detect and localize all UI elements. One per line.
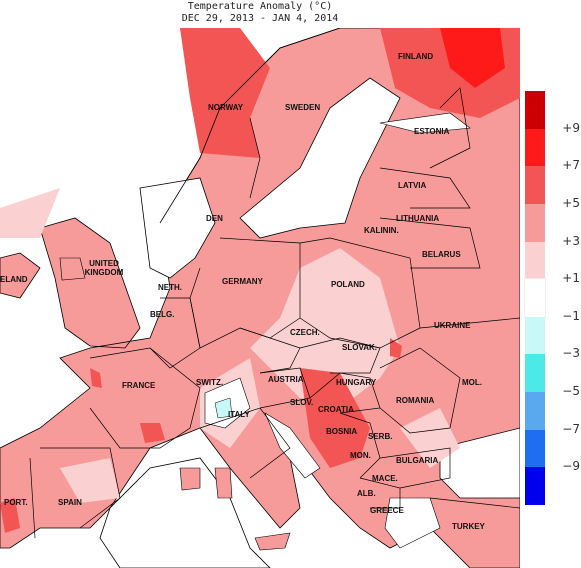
country-label-uk: UNITED KINGDOM: [84, 259, 124, 277]
country-label-germany: GERMANY: [222, 277, 263, 286]
country-label-romania: ROMANIA: [396, 396, 435, 405]
legend-swatch: [525, 316, 545, 355]
aegean-sea: [384, 497, 441, 549]
legend-label: −9: [562, 459, 580, 474]
country-label-mon: MON.: [350, 451, 371, 460]
islands: [59, 257, 291, 551]
country-label-serb: SERB.: [368, 432, 393, 441]
mediterranean: [99, 457, 271, 568]
country-label-belarus: BELARUS: [422, 250, 461, 259]
country-label-den: DEN: [206, 214, 223, 223]
legend-swatch: [525, 166, 545, 205]
country-label-lithuania: LITHUANIA: [396, 214, 440, 223]
anomaly-zone-strong: [390, 338, 402, 358]
land-mass: [0, 28, 520, 568]
country-label-france: FRANCE: [122, 381, 156, 390]
anomaly-zone-neutral: [214, 397, 233, 419]
country-label-ukraine: UKRAINE: [434, 321, 471, 330]
legend-label: +9: [562, 120, 580, 135]
country-label-norway: NORWAY: [208, 103, 244, 112]
country-label-slovak: SLOVAK.: [342, 343, 377, 352]
country-label-austria: AUSTRIA: [268, 375, 304, 384]
map-date-range: DEC 29, 2013 - JAN 4, 2014: [181, 13, 339, 24]
country-label-hungary: HUNGARY: [336, 378, 377, 387]
country-label-neth: NETH.: [158, 283, 182, 292]
country-label-italy: ITALY: [228, 410, 250, 419]
anomaly-map: FINLAND NORWAY SWEDEN ESTONIA LATVIA LIT…: [0, 28, 520, 568]
country-label-latvia: LATVIA: [398, 181, 427, 190]
country-label-finland: FINLAND: [398, 52, 434, 61]
gulf-of-finland: [379, 112, 471, 134]
anomaly-zone-light: [0, 188, 60, 238]
country-label-port: PORT.: [4, 498, 28, 507]
country-label-sweden: SWEDEN: [285, 103, 321, 112]
color-legend: [524, 91, 546, 506]
anomaly-zone-strong: [180, 28, 270, 158]
legend-swatch: [525, 354, 545, 393]
country-label-turkey: TURKEY: [452, 522, 485, 531]
legend-label: −5: [562, 384, 580, 399]
legend-label: −7: [562, 421, 580, 436]
adriatic: [264, 412, 321, 479]
map-shading: [0, 28, 520, 568]
legend-swatch: [525, 429, 545, 468]
country-label-bosnia: BOSNIA: [326, 427, 358, 436]
country-label-spain: SPAIN: [58, 498, 82, 507]
country-label-switz: SWITZ.: [196, 378, 224, 387]
legend-swatch: [525, 91, 545, 130]
baltic-sea: [239, 77, 401, 239]
legend-label: −1: [562, 308, 580, 323]
country-label-kalinin: KALININ.: [364, 226, 399, 235]
country-label-czech: CZECH.: [290, 328, 320, 337]
country-label-belg: BELG.: [150, 310, 175, 319]
anomaly-zone-strong: [90, 368, 102, 388]
legend-swatch: [525, 128, 545, 167]
country-label-bulgaria: BULGARIA: [396, 456, 439, 465]
country-label-mol: MOL.: [462, 378, 482, 387]
legend-swatch: [525, 467, 545, 506]
anomaly-zone-light: [250, 248, 400, 408]
country-label-mace: MACE.: [372, 474, 398, 483]
north-sea: [139, 177, 216, 279]
anomaly-zone-light: [60, 458, 120, 503]
legend-label: +3: [562, 233, 580, 248]
legend-label: +1: [562, 271, 580, 286]
country-borders: [29, 87, 520, 539]
country-label-alb: ALB.: [357, 489, 376, 498]
map-title: Temperature Anomaly (°C): [187, 1, 333, 12]
legend-swatch: [525, 392, 545, 431]
anomaly-zone-light: [400, 408, 460, 468]
country-label-croatia: CROATIA: [318, 405, 354, 414]
black-sea: [439, 427, 520, 499]
country-label-eland: ELAND: [0, 275, 28, 284]
legend-label: −3: [562, 346, 580, 361]
legend-swatch: [525, 241, 545, 280]
country-label-estonia: ESTONIA: [414, 127, 450, 136]
legend-label: +5: [562, 195, 580, 210]
country-label-poland: POLAND: [331, 280, 365, 289]
anomaly-zone-strong: [0, 498, 20, 533]
legend-label: +7: [562, 158, 580, 173]
legend-swatch: [524, 278, 546, 319]
anomaly-zone-strong: [300, 368, 370, 468]
country-label-greece: GREECE: [370, 506, 404, 515]
country-label-slov: SLOV.: [290, 398, 314, 407]
legend-swatch: [525, 203, 545, 243]
anomaly-zone-extreme: [440, 28, 505, 88]
anomaly-zone-strong: [140, 423, 165, 443]
